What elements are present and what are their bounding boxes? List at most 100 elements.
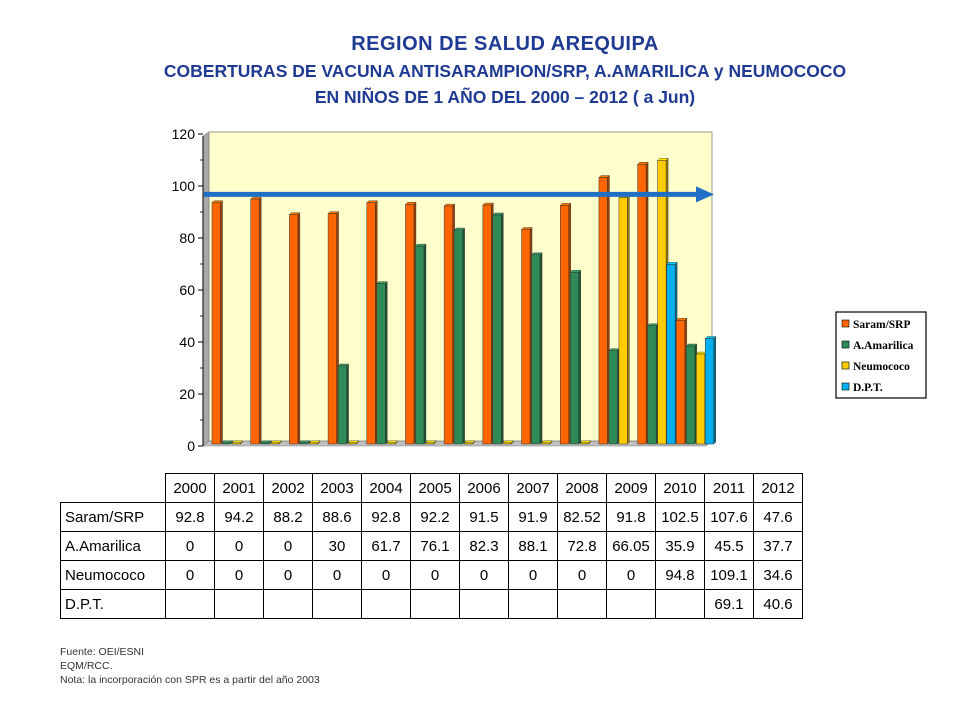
bar-neumococo-2002 bbox=[308, 440, 321, 445]
table-row-label: D.P.T. bbox=[60, 589, 166, 619]
table-year-header: 2006 bbox=[459, 473, 509, 503]
table-cell: 0 bbox=[165, 560, 215, 590]
table-row-label: Saram/SRP bbox=[60, 502, 166, 532]
table-year-header: 2007 bbox=[508, 473, 558, 503]
table-cell: 0 bbox=[459, 560, 509, 590]
legend: Saram/SRP A.Amarilica Neumococo D.P.T. bbox=[835, 311, 927, 399]
bar-d-p-t--2012 bbox=[704, 335, 717, 445]
bar-saram-srp-2004 bbox=[366, 200, 378, 445]
table-year-header: 2004 bbox=[361, 473, 411, 503]
bar-saram-srp-2003 bbox=[327, 211, 340, 445]
bar-a-amarilica-2006 bbox=[453, 227, 466, 445]
table-header-row: 2000 2001 2002 2003 2004 2005 2006 2007 2008 2009… bbox=[61, 473, 803, 503]
table-cell bbox=[655, 589, 705, 619]
bar-saram-srp-2011 bbox=[637, 161, 649, 445]
table-cell: 61.7 bbox=[361, 531, 411, 561]
table-cell: 88.1 bbox=[508, 531, 558, 561]
chart-title: REGION DE SALUD AREQUIPA bbox=[351, 33, 659, 55]
table-cell: 82.52 bbox=[557, 502, 607, 532]
bar-neumococo-2005 bbox=[424, 440, 437, 445]
table-cell: 94.2 bbox=[214, 502, 264, 532]
y-tick-label: 60 bbox=[179, 282, 195, 298]
bar-a-amarilica-2007 bbox=[492, 212, 504, 445]
table-cell: 0 bbox=[361, 560, 411, 590]
y-tick-label: 0 bbox=[187, 438, 195, 454]
bar-d-p-t--2011 bbox=[666, 261, 678, 445]
bar-neumococo-2003 bbox=[347, 440, 360, 445]
chart-subtitle-line1: COBERTURAS DE VACUNA ANTISARAMPION/SRP, … bbox=[163, 61, 847, 81]
legend-swatch bbox=[841, 382, 850, 391]
bar-a-amarilica-2003 bbox=[337, 363, 350, 445]
legend-label: A.Amarilica bbox=[853, 340, 914, 352]
bar-saram-srp-2010 bbox=[598, 175, 610, 445]
bar-a-amarilica-2000 bbox=[221, 440, 233, 445]
table-cell: 109.1 bbox=[704, 560, 754, 590]
y-tick-label: 20 bbox=[179, 386, 195, 402]
table-year-header: 2003 bbox=[312, 473, 362, 503]
table-cell: 0 bbox=[410, 560, 460, 590]
table-cell bbox=[263, 589, 313, 619]
table-cell bbox=[312, 589, 362, 619]
bar-saram-srp-2009 bbox=[559, 202, 572, 445]
legend-swatch bbox=[841, 340, 850, 349]
bar-saram-srp-2002 bbox=[288, 212, 301, 445]
bar-a-amarilica-2001 bbox=[260, 440, 272, 445]
table-year-header: 2008 bbox=[557, 473, 607, 503]
table-cell: 0 bbox=[165, 531, 215, 561]
bar-a-amarilica-2008 bbox=[531, 252, 543, 445]
legend-swatch bbox=[841, 319, 850, 328]
table-cell: 0 bbox=[214, 560, 264, 590]
footer-source: Fuente: OEI/ESNI bbox=[60, 646, 145, 658]
footer-note: Nota: la incorporación con SPR es a part… bbox=[60, 674, 320, 686]
bar-neumococo-2006 bbox=[463, 440, 476, 445]
legend-label: Saram/SRP bbox=[853, 319, 911, 331]
bar-neumococo-2008 bbox=[541, 440, 553, 445]
table-cell bbox=[557, 589, 607, 619]
legend-box bbox=[835, 311, 927, 399]
table-year-header: 2005 bbox=[410, 473, 460, 503]
legend-label: D.P.T. bbox=[853, 382, 883, 394]
chart-subtitle-line2: EN NIÑOS DE 1 AÑO DEL 2000 – 2012 ( a Ju… bbox=[314, 87, 696, 107]
table-cell: 82.3 bbox=[459, 531, 509, 561]
table-cell: 0 bbox=[312, 560, 362, 590]
table-cell bbox=[410, 589, 460, 619]
table-cell: 0 bbox=[263, 560, 313, 590]
table-year-header: 2002 bbox=[263, 473, 313, 503]
legend-label: Neumococo bbox=[853, 361, 910, 373]
bar-chart: 0 20 40 60 80 100 120 Saram/SRP A.Amarilica Neum… bbox=[172, 126, 927, 454]
table-cell: 91.5 bbox=[459, 502, 509, 532]
table-year-header: 2010 bbox=[655, 473, 705, 503]
table-year-header: 2012 bbox=[753, 473, 803, 503]
y-tick-label: 80 bbox=[179, 230, 195, 246]
table-cell: 92.8 bbox=[165, 502, 215, 532]
table-cell bbox=[508, 589, 558, 619]
y-tick-label: 120 bbox=[172, 126, 196, 142]
bar-saram-srp-2001 bbox=[250, 196, 262, 445]
table-cell: 94.8 bbox=[655, 560, 705, 590]
table-cell: 0 bbox=[263, 531, 313, 561]
table-cell bbox=[361, 589, 411, 619]
bar-neumococo-2000 bbox=[231, 440, 243, 445]
bar-saram-srp-2012 bbox=[675, 317, 688, 445]
table-cell: 91.9 bbox=[508, 502, 558, 532]
table-cell: 88.6 bbox=[312, 502, 362, 532]
table-row-label: A.Amarilica bbox=[60, 531, 166, 561]
legend-swatch bbox=[841, 361, 850, 370]
table-cell: 92.2 bbox=[410, 502, 460, 532]
y-tick-label: 40 bbox=[179, 334, 195, 350]
table-cell: 0 bbox=[508, 560, 558, 590]
table-cell bbox=[606, 589, 656, 619]
table-cell: 35.9 bbox=[655, 531, 705, 561]
table-cell bbox=[459, 589, 509, 619]
table-cell: 102.5 bbox=[655, 502, 705, 532]
bar-saram-srp-2005 bbox=[404, 201, 417, 445]
bar-a-amarilica-2005 bbox=[414, 243, 427, 445]
table-year-header: 2001 bbox=[214, 473, 264, 503]
table-cell: 40.6 bbox=[753, 589, 803, 619]
table-row-label: Neumococo bbox=[60, 560, 166, 590]
bar-saram-srp-2008 bbox=[521, 226, 533, 445]
table-year-header: 2009 bbox=[606, 473, 656, 503]
table-corner bbox=[61, 474, 166, 503]
footer-author: EQM/RCC. bbox=[60, 660, 113, 672]
footer-notes: Fuente: OEI/ESNI EQM/RCC. Nota: la incor… bbox=[60, 645, 320, 687]
